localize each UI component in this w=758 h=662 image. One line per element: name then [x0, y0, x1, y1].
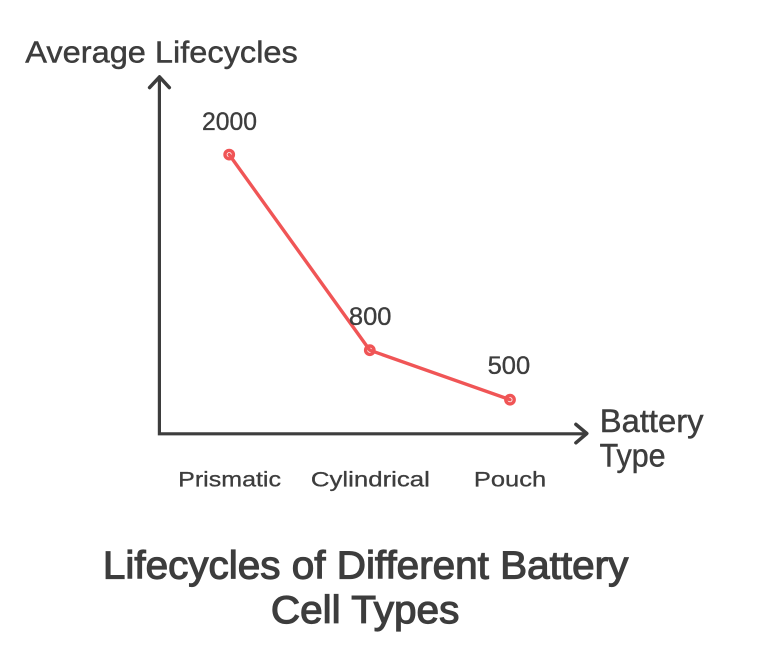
- svg-text:Cylindrical: Cylindrical: [311, 468, 430, 492]
- svg-text:Type: Type: [600, 438, 666, 474]
- svg-text:Cell Types: Cell Types: [271, 589, 460, 632]
- svg-text:2000: 2000: [202, 108, 257, 136]
- svg-text:800: 800: [349, 303, 392, 331]
- svg-text:Average Lifecycles: Average Lifecycles: [25, 35, 298, 70]
- svg-text:Battery: Battery: [600, 403, 704, 439]
- svg-text:500: 500: [488, 352, 531, 380]
- svg-text:Prismatic: Prismatic: [178, 468, 281, 492]
- svg-text:Pouch: Pouch: [474, 468, 546, 492]
- svg-text:Lifecycles of Different Batter: Lifecycles of Different Battery: [103, 544, 629, 587]
